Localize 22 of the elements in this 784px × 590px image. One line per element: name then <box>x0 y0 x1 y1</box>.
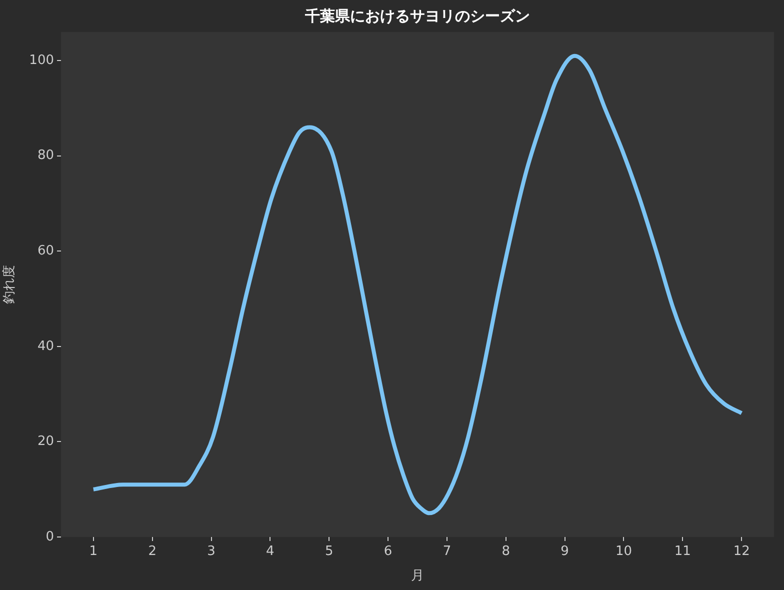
x-tick-label: 8 <box>502 544 510 560</box>
x-tick-label: 1 <box>89 544 98 560</box>
line-series <box>91 54 744 516</box>
y-axis-title: 釣れ度 <box>1 265 18 304</box>
y-tick-label: 80 <box>37 148 54 164</box>
x-tick-label: 3 <box>207 544 216 560</box>
x-tick-label: 4 <box>266 544 274 560</box>
x-axis-title: 月 <box>411 568 424 584</box>
x-tick-label: 10 <box>615 544 632 560</box>
y-tick-label: 60 <box>37 244 54 259</box>
x-tick-label: 11 <box>674 544 691 560</box>
y-tick-label: 100 <box>29 52 54 68</box>
y-tick-label: 0 <box>46 529 54 544</box>
x-tick-label: 9 <box>560 544 569 560</box>
x-tick-label: 5 <box>324 544 334 560</box>
x-tick-label: 2 <box>148 544 156 560</box>
x-tick-label: 7 <box>442 544 452 560</box>
y-tick-label: 20 <box>37 434 54 450</box>
chart-title: 千葉県におけるサヨリのシーズン <box>304 6 530 25</box>
x-tick-label: 12 <box>733 544 750 560</box>
x-tick-label: 6 <box>384 544 392 560</box>
y-tick-label: 40 <box>37 338 54 354</box>
